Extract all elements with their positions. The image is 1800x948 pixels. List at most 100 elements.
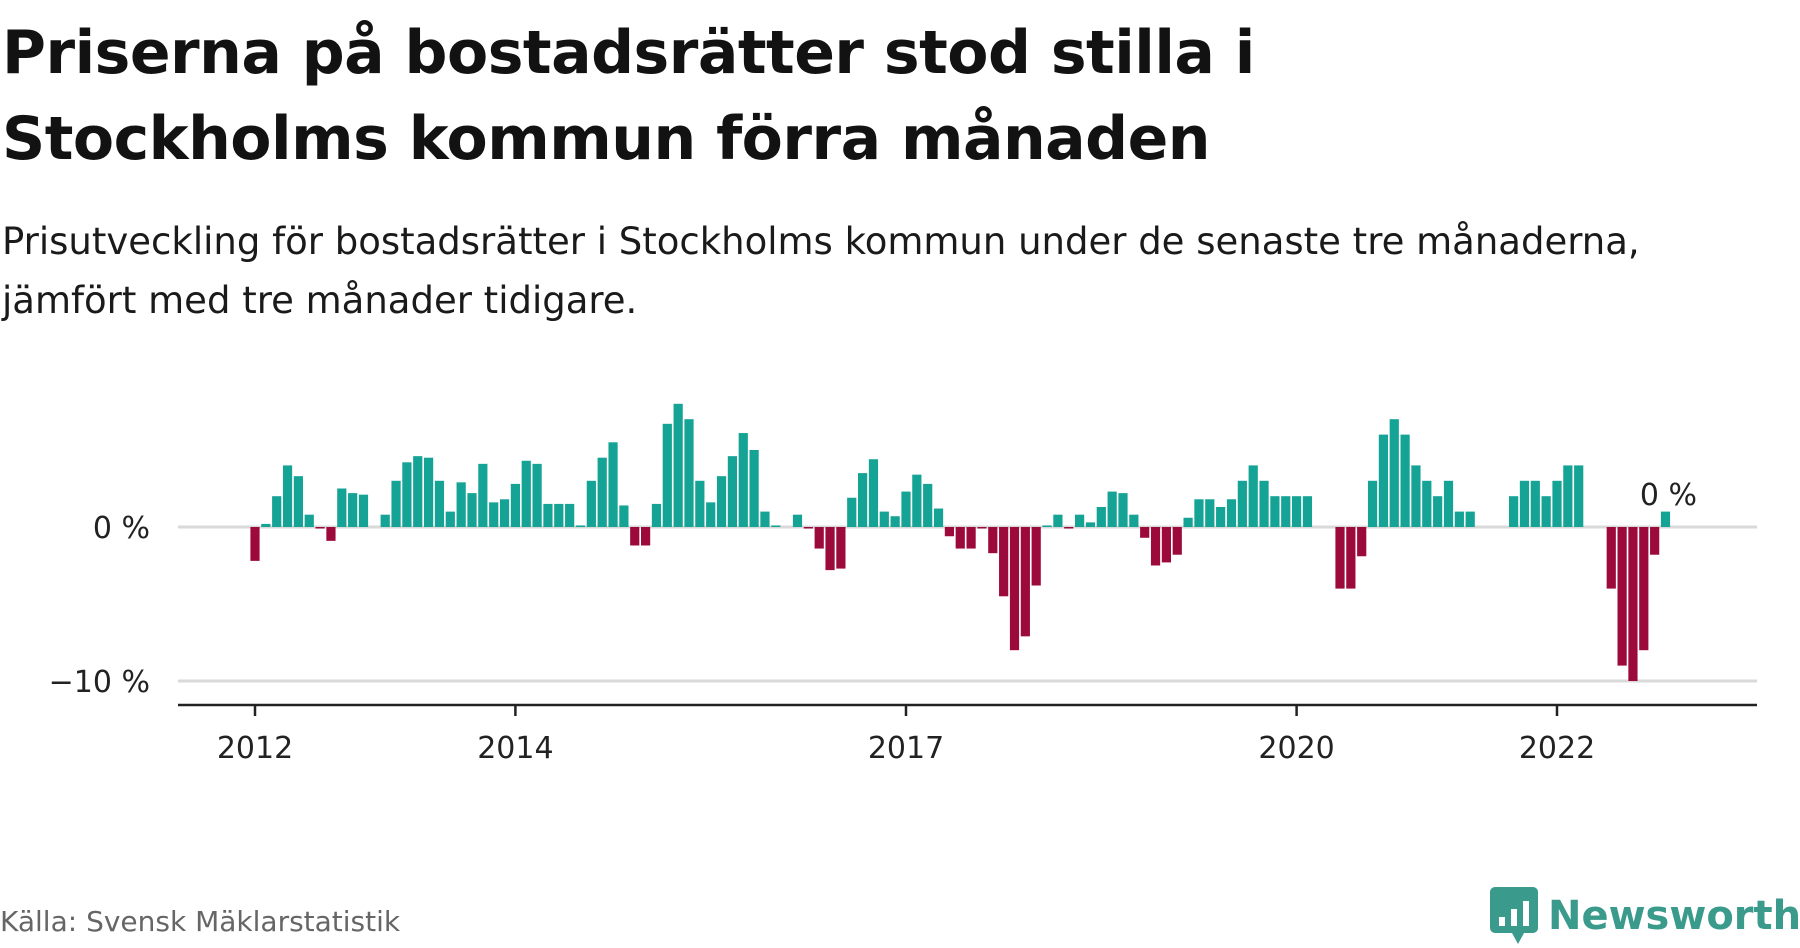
bar <box>999 527 1009 597</box>
bar <box>923 483 933 527</box>
bar <box>489 502 499 527</box>
bar <box>1628 527 1638 681</box>
bar <box>293 476 303 527</box>
bar <box>858 473 868 527</box>
bar <box>1183 517 1193 527</box>
bar <box>272 496 282 527</box>
bar <box>1454 511 1464 527</box>
source-note: Källa: Svensk Mäklarstatistik <box>0 905 401 938</box>
bar <box>933 508 944 527</box>
bar <box>792 514 803 527</box>
bar <box>1357 527 1367 557</box>
bar <box>803 527 813 529</box>
bar <box>749 450 759 527</box>
bar <box>1150 527 1161 566</box>
bar <box>358 494 369 527</box>
bar <box>326 527 336 541</box>
bar <box>955 527 965 549</box>
bar <box>1194 499 1204 527</box>
bar <box>282 465 293 527</box>
bar <box>1129 514 1139 527</box>
bar <box>1530 480 1540 527</box>
bar <box>912 474 922 527</box>
bar <box>1367 480 1378 527</box>
bar <box>1009 527 1020 651</box>
bar <box>521 460 531 527</box>
bar <box>814 527 824 549</box>
bar <box>684 419 694 527</box>
brand-name: Newsworthy <box>1548 893 1800 939</box>
bar <box>662 423 672 527</box>
bar <box>1443 480 1454 527</box>
bar <box>771 525 781 527</box>
brand-logo: Newsworthy <box>1490 887 1800 945</box>
bar <box>467 493 477 527</box>
bar <box>380 514 390 527</box>
bar <box>510 483 520 527</box>
bar <box>1259 480 1269 527</box>
bar <box>1172 527 1182 555</box>
bar <box>261 523 271 527</box>
bar <box>391 480 401 527</box>
newsworthy-logo-icon <box>1490 887 1538 944</box>
bar <box>250 527 260 561</box>
bar <box>575 525 586 527</box>
bar <box>1205 499 1215 527</box>
bar <box>977 527 987 529</box>
bar <box>1389 419 1399 527</box>
bar <box>901 491 911 527</box>
x-tick-label: 2017 <box>868 731 944 766</box>
bar <box>825 527 835 571</box>
bar <box>1509 496 1519 527</box>
bar <box>565 503 575 527</box>
bar <box>1161 527 1171 563</box>
bar <box>836 527 846 569</box>
bar <box>597 457 607 527</box>
bar <box>1064 527 1074 529</box>
bar <box>1650 527 1660 555</box>
bar <box>1346 527 1356 589</box>
bar <box>651 503 662 527</box>
bar <box>1270 496 1280 527</box>
bar <box>1053 514 1063 527</box>
bar <box>1042 525 1052 527</box>
bar <box>641 527 651 546</box>
bar <box>1465 511 1475 527</box>
bar <box>706 502 716 527</box>
bar <box>1639 527 1649 651</box>
bar <box>315 527 325 529</box>
bar <box>1096 506 1106 527</box>
bar <box>499 499 510 527</box>
bar <box>1118 493 1128 527</box>
bar <box>1302 496 1313 527</box>
bar <box>1574 465 1584 527</box>
y-tick-label: 0 % <box>93 511 150 546</box>
bar <box>738 433 748 527</box>
bar <box>445 511 455 527</box>
bar <box>586 480 596 527</box>
bar <box>944 527 954 537</box>
bar <box>847 497 857 527</box>
bar <box>1411 465 1421 527</box>
bar <box>988 527 998 554</box>
x-tick-label: 2014 <box>477 731 553 766</box>
bar <box>890 516 900 527</box>
bar <box>1140 527 1150 538</box>
bar <box>1085 522 1096 527</box>
bar <box>619 505 629 527</box>
bar <box>1226 499 1237 527</box>
bar <box>716 476 727 527</box>
bar <box>413 456 423 527</box>
y-tick-label: −10 % <box>49 665 150 700</box>
bar <box>402 462 412 527</box>
bar <box>1606 527 1616 589</box>
bar <box>1378 434 1388 527</box>
bar <box>532 463 542 527</box>
bar <box>456 482 466 527</box>
bar <box>695 480 705 527</box>
x-tick-label: 2012 <box>217 731 293 766</box>
bar <box>543 503 553 527</box>
bar <box>1563 465 1573 527</box>
bar <box>608 442 618 527</box>
